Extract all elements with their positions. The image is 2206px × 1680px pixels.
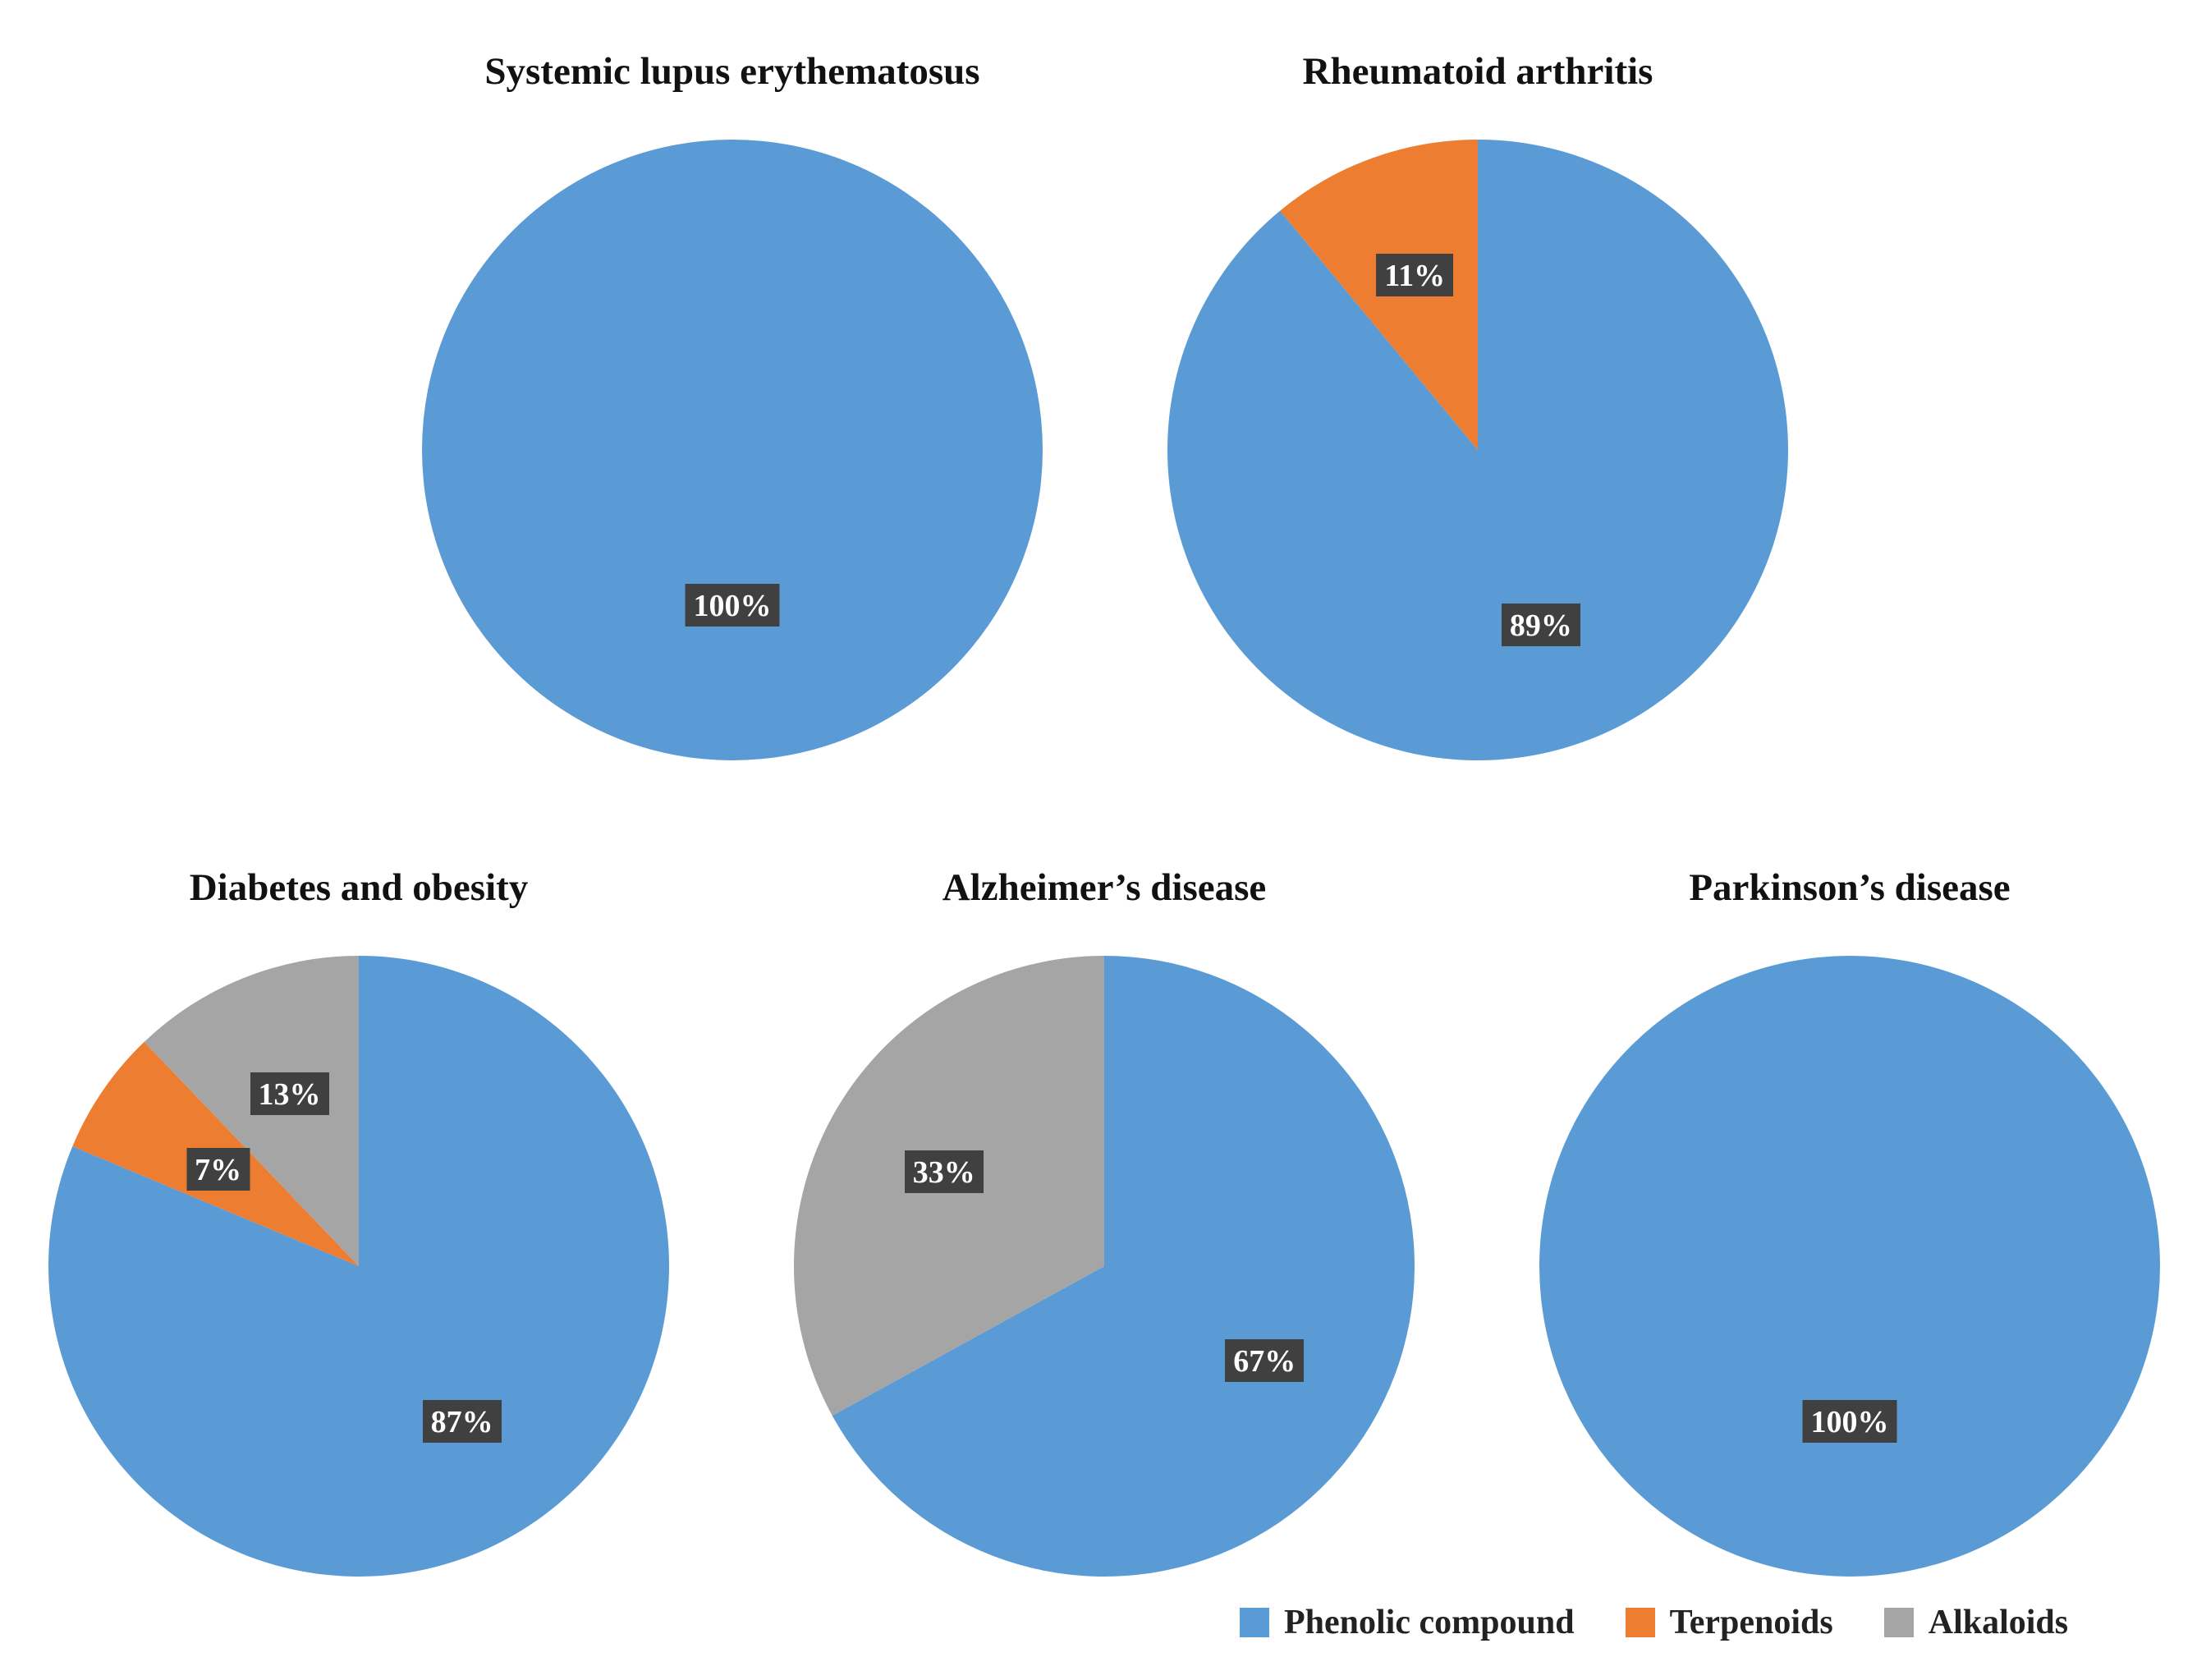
chart-2-title: Rheumatoid arthritis xyxy=(1302,50,1653,93)
chart-3-label-alkaloids: 13% xyxy=(250,1072,329,1115)
chart-4-label-alkaloids: 33% xyxy=(904,1150,984,1193)
legend-item-alkaloids: Alkaloids xyxy=(1883,1603,2069,1642)
legend-item-terpenoids: Terpenoids xyxy=(1625,1603,1833,1642)
legend-label-phenolic: Phenolic compound xyxy=(1284,1604,1575,1641)
legend: Phenolic compound Terpenoids Alkaloids xyxy=(1240,1603,2119,1642)
chart-3-label-phenolic: 87% xyxy=(422,1399,502,1443)
chart-5-pie xyxy=(1539,956,2160,1577)
chart-5-label-phenolic: 100% xyxy=(1802,1400,1897,1443)
chart-1-label-phenolic: 100% xyxy=(685,584,780,627)
chart-3-pie xyxy=(48,956,669,1577)
chart-4-slice-phenolic xyxy=(832,956,1415,1577)
chart-1-pie xyxy=(422,140,1043,760)
chart-5-title: Parkinson’s disease xyxy=(1689,866,2011,909)
chart-2-label-phenolic: 89% xyxy=(1501,604,1580,647)
legend-label-alkaloids: Alkaloids xyxy=(1928,1604,2069,1641)
chart-2-pie xyxy=(1167,140,1788,760)
chart-4-label-phenolic: 67% xyxy=(1225,1339,1305,1383)
legend-swatch-phenolic xyxy=(1240,1608,1269,1637)
chart-1-slice-phenolic xyxy=(422,140,1043,760)
chart-4-title: Alzheimer’s disease xyxy=(942,866,1267,909)
chart-5-slice-phenolic xyxy=(1539,956,2160,1577)
legend-label-terpenoids: Terpenoids xyxy=(1669,1604,1833,1641)
legend-swatch-terpenoids xyxy=(1625,1608,1655,1637)
chart-2-label-terpenoids: 11% xyxy=(1376,253,1454,296)
chart-3-title: Diabetes and obesity xyxy=(189,866,529,909)
chart-3-label-terpenoids: 7% xyxy=(186,1148,250,1191)
legend-swatch-alkaloids xyxy=(1883,1608,1914,1637)
chart-1-title: Systemic lupus erythematosus xyxy=(484,50,980,93)
legend-item-phenolic: Phenolic compound xyxy=(1240,1603,1575,1642)
chart-4-pie xyxy=(794,956,1415,1577)
